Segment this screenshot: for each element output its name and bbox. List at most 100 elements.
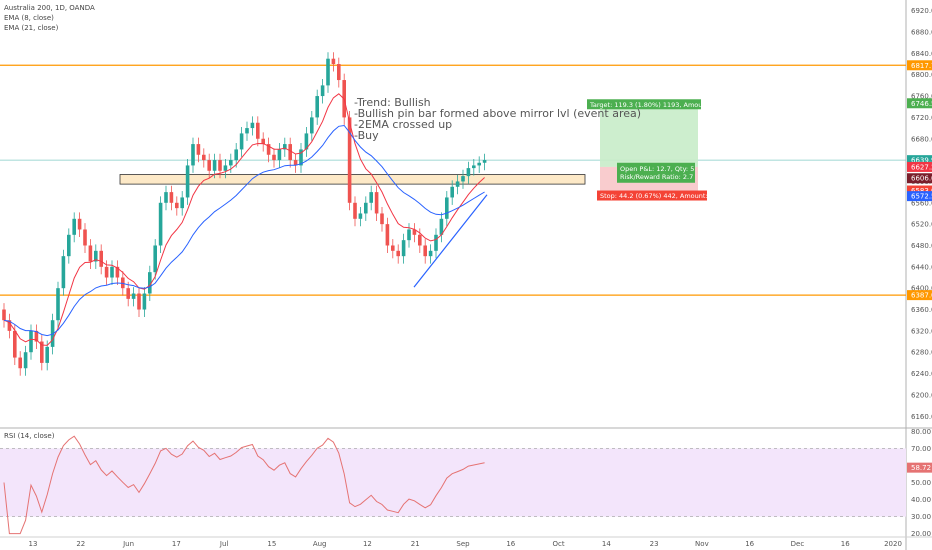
candle-body	[175, 202, 179, 209]
price-tag-label: 6627.2	[911, 163, 932, 171]
price-tick-label: 6240.0	[911, 370, 932, 378]
candle-body	[310, 117, 314, 134]
price-tag	[907, 191, 932, 202]
candle-body	[142, 293, 147, 310]
candle-body	[326, 58, 330, 86]
stop-label-bg	[597, 190, 707, 201]
candle-body	[423, 245, 427, 257]
candle-body	[158, 202, 163, 246]
time-tick-label: 17	[172, 540, 181, 548]
candle-body	[115, 266, 120, 278]
candle-body	[29, 330, 33, 353]
time-tick-label: 2020	[884, 540, 902, 548]
price-tick-label: 6440.0	[911, 263, 932, 271]
price-tag-label: 6583.0	[911, 187, 932, 195]
ema-fast-line	[3, 93, 485, 346]
price-tag	[907, 161, 932, 172]
candle-body	[466, 168, 471, 177]
candle-body	[461, 176, 465, 182]
candle-body	[250, 122, 255, 129]
price-tag-label: 6606.0	[911, 175, 932, 183]
rsi-line	[3, 435, 485, 535]
candle-body	[261, 138, 265, 145]
candle-body	[88, 245, 93, 262]
level-price-label: 6387.0	[911, 292, 932, 300]
price-tick-label: 6840.0	[911, 50, 932, 58]
level-price-label: 6817.7	[911, 62, 932, 70]
candle-body	[121, 277, 125, 289]
price-tag	[907, 173, 932, 184]
candle-body	[428, 250, 433, 257]
candle-body	[293, 160, 298, 166]
time-tick-label: Dec	[791, 540, 805, 548]
candle-body	[169, 192, 174, 203]
rsi-band	[0, 448, 906, 517]
candle-body	[315, 96, 319, 118]
price-tick-label: 6920.0	[911, 7, 932, 15]
annotation-line: -2EMA crossed up	[354, 118, 453, 131]
candle-body	[439, 218, 444, 235]
price-tick-label: 6720.0	[911, 114, 932, 122]
candle-body	[450, 186, 454, 198]
price-tag	[907, 185, 932, 196]
annotation-line: -Bullish pin bar formed above mirror lvl…	[354, 107, 642, 120]
candle-body	[445, 197, 449, 219]
candle-body	[266, 144, 271, 155]
candle-body	[40, 341, 44, 363]
target-label-bg	[587, 99, 701, 110]
price-tick-label: 6320.0	[911, 327, 932, 335]
price-tag-label: 6572.5	[911, 193, 932, 201]
candle-body	[385, 224, 390, 246]
candle-body	[104, 266, 109, 278]
price-tag	[907, 155, 932, 166]
time-tick-label: 16	[745, 540, 754, 548]
time-tick-label: Sep	[456, 540, 470, 548]
price-tick-label: 6480.0	[911, 242, 932, 250]
candle-body	[126, 288, 130, 299]
time-tick-label: Aug	[313, 540, 327, 548]
candle-body	[353, 202, 357, 219]
ema-slow-line	[3, 124, 485, 337]
price-tag-label: 6746.5	[911, 100, 932, 108]
candle-body	[164, 192, 168, 203]
candle-body	[234, 149, 238, 161]
candle-body	[72, 218, 76, 235]
candle-body	[245, 128, 249, 134]
candle-body	[337, 64, 341, 81]
time-tick-label: Oct	[553, 540, 565, 548]
candle-body	[180, 197, 184, 209]
candle-body	[77, 218, 82, 230]
candle-body	[148, 272, 152, 294]
candle-body	[223, 165, 228, 171]
candle-body	[196, 144, 201, 155]
candle-body	[283, 144, 287, 150]
candle-body	[272, 154, 276, 161]
time-tick-label: 12	[363, 540, 372, 548]
open-pnl-bg	[617, 162, 695, 183]
price-tick-label: 6280.0	[911, 349, 932, 357]
price-tick-label: 6400.0	[911, 285, 932, 293]
candle-body	[391, 245, 395, 251]
time-tick-label: 13	[29, 540, 38, 548]
candle-body	[67, 234, 71, 257]
price-tick-label: 6200.0	[911, 391, 932, 399]
candle-body	[364, 202, 368, 214]
time-tick-label: 16	[506, 540, 515, 548]
candle-body	[304, 133, 309, 150]
price-tick-label: 6680.0	[911, 135, 932, 143]
candles-group	[2, 52, 487, 376]
rsi-last-label: 58.72	[911, 464, 931, 472]
candle-body	[407, 229, 411, 241]
candle-body	[472, 165, 476, 169]
candle-body	[455, 181, 460, 187]
candle-body	[131, 293, 136, 299]
rsi-tick-label: 80.00	[911, 428, 931, 436]
candle-body	[23, 352, 28, 369]
time-tick-label: 21	[411, 540, 420, 548]
rsi-last-tag	[907, 462, 932, 473]
candle-body	[396, 250, 400, 257]
target-label: Target: 119.3 (1.80%) 1193, Amount: 1596…	[589, 101, 736, 109]
price-tick-label: 6360.0	[911, 306, 932, 314]
level-price-tag	[907, 60, 932, 71]
